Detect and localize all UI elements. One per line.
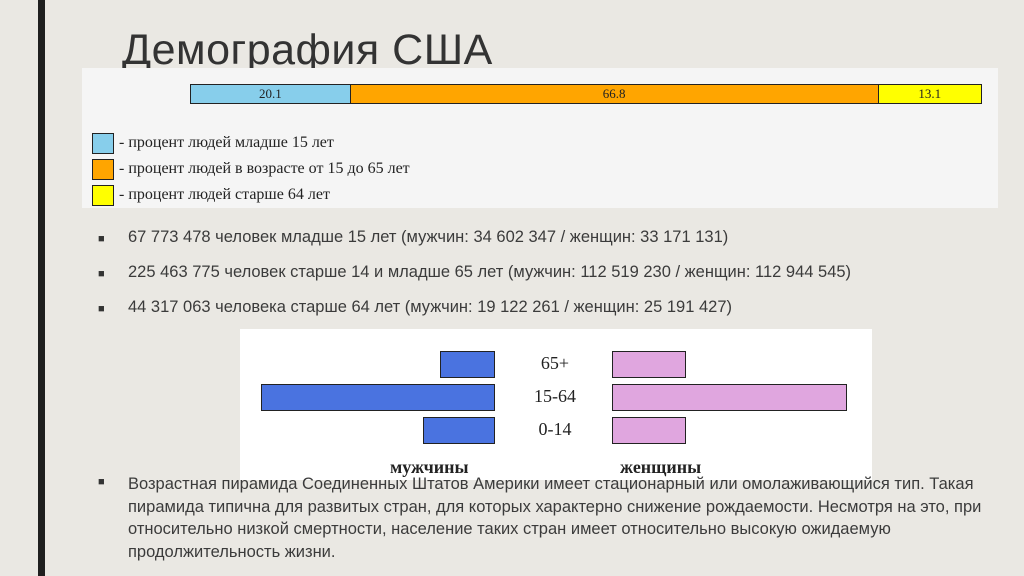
list-item: ■ 225 463 775 человек старше 14 и младше… [98, 261, 1008, 296]
population-pyramid: 65+ 15-64 0-14 мужчины женщины [240, 329, 872, 480]
legend-item-over-64: - процент людей старше 64 лет [92, 182, 410, 208]
left-accent-bar [38, 0, 45, 576]
segment-15-64: 66.8 [349, 85, 878, 103]
square-bullet-icon: ■ [98, 268, 105, 280]
legend-label: - процент людей в возрасте от 15 до 65 л… [119, 160, 410, 177]
square-bullet-icon: ■ [98, 476, 105, 488]
age-label-0-14: 0-14 [538, 419, 572, 439]
bullet-text: 225 463 775 человек старше 14 и младше 6… [128, 263, 852, 281]
segment-under-15: 20.1 [191, 85, 350, 103]
slide-title: Демография США [122, 26, 493, 74]
bullet-text: 44 317 063 человека старше 64 лет (мужчи… [128, 298, 732, 316]
list-item: ■ Возрастная пирамида Соединенных Штатов… [98, 473, 1008, 563]
legend-swatch [92, 158, 114, 180]
legend-swatch [92, 132, 114, 154]
male-bar-15-64 [260, 384, 495, 411]
male-bar-0-14 [423, 417, 495, 444]
legend: - процент людей младше 15 лет - процент … [92, 130, 410, 208]
legend-item-15-64: - процент людей в возрасте от 15 до 65 л… [92, 156, 410, 182]
female-bar-0-14 [612, 417, 686, 444]
list-item: ■ 44 317 063 человека старше 64 лет (муж… [98, 296, 1008, 331]
legend-label: - процент людей младше 15 лет [119, 134, 334, 151]
square-bullet-icon: ■ [98, 233, 105, 245]
female-bar-65plus [612, 351, 686, 378]
age-label-15-64: 15-64 [534, 386, 576, 406]
segment-over-64: 13.1 [877, 85, 981, 103]
bullet-text: 67 773 478 человек младше 15 лет (мужчин… [128, 228, 729, 246]
legend-item-under-15: - процент людей младше 15 лет [92, 130, 410, 156]
population-bullets: ■ 67 773 478 человек младше 15 лет (мужч… [98, 226, 1008, 331]
male-bar-65plus [440, 351, 495, 378]
male-label: мужчины [390, 457, 469, 477]
square-bullet-icon: ■ [98, 303, 105, 315]
female-label: женщины [620, 457, 702, 477]
age-structure-panel: 20.1 66.8 13.1 - процент людей младше 15… [82, 68, 998, 208]
age-label-65plus: 65+ [540, 353, 570, 373]
female-bar-15-64 [612, 384, 847, 411]
legend-swatch [92, 184, 114, 206]
list-item: ■ 67 773 478 человек младше 15 лет (мужч… [98, 226, 1008, 261]
bullet-text: Возрастная пирамида Соединенных Штатов А… [128, 475, 982, 561]
age-structure-bar: 20.1 66.8 13.1 [190, 84, 982, 104]
legend-label: - процент людей старше 64 лет [119, 186, 330, 203]
